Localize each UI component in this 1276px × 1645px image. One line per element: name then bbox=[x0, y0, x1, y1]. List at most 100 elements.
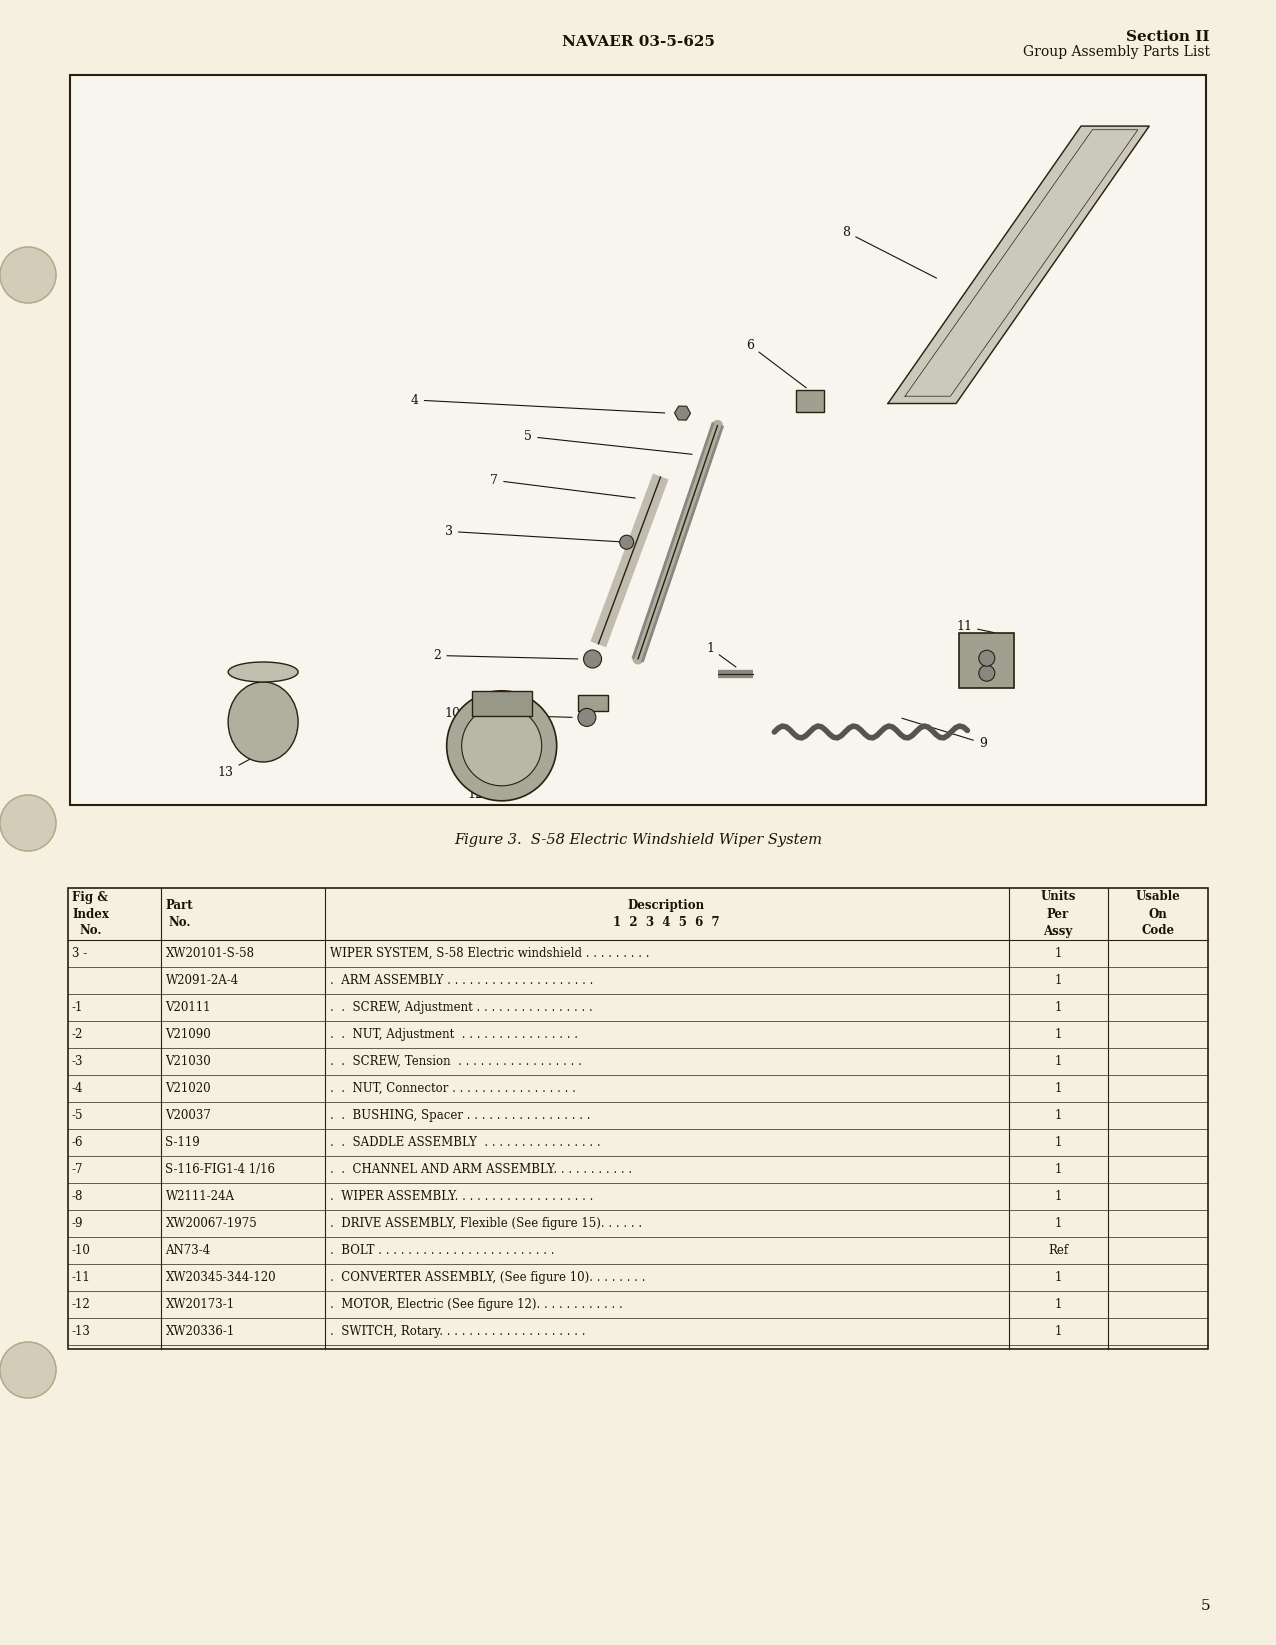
Text: XW20336-1: XW20336-1 bbox=[166, 1324, 235, 1337]
Text: 4: 4 bbox=[411, 393, 665, 413]
Polygon shape bbox=[888, 127, 1150, 403]
Text: .  MOTOR, Electric (See figure 12). . . . . . . . . . . .: . MOTOR, Electric (See figure 12). . . .… bbox=[330, 1298, 623, 1311]
Circle shape bbox=[583, 650, 601, 668]
Text: .  SWITCH, Rotary. . . . . . . . . . . . . . . . . . . .: . SWITCH, Rotary. . . . . . . . . . . . … bbox=[330, 1324, 586, 1337]
Text: 12: 12 bbox=[467, 786, 499, 801]
Text: Description
1  2  3  4  5  6  7: Description 1 2 3 4 5 6 7 bbox=[614, 900, 720, 929]
Text: 1: 1 bbox=[1054, 1324, 1062, 1337]
Text: -13: -13 bbox=[71, 1324, 91, 1337]
Text: -4: -4 bbox=[71, 1082, 83, 1096]
Text: -12: -12 bbox=[71, 1298, 91, 1311]
Bar bbox=[578, 694, 607, 711]
Bar bbox=[796, 390, 824, 411]
Text: 1: 1 bbox=[1054, 1137, 1062, 1148]
Text: 1: 1 bbox=[1054, 1163, 1062, 1176]
Text: 1: 1 bbox=[1054, 1217, 1062, 1230]
Text: 2: 2 bbox=[434, 650, 578, 661]
Text: -3: -3 bbox=[71, 1054, 83, 1068]
Text: .  DRIVE ASSEMBLY, Flexible (See figure 15). . . . . .: . DRIVE ASSEMBLY, Flexible (See figure 1… bbox=[330, 1217, 643, 1230]
Text: 13: 13 bbox=[218, 753, 260, 778]
Text: 7: 7 bbox=[490, 474, 635, 498]
Text: V20037: V20037 bbox=[166, 1109, 212, 1122]
Text: 1: 1 bbox=[1054, 1082, 1062, 1096]
Text: 1: 1 bbox=[1054, 1054, 1062, 1068]
Text: .  .  CHANNEL AND ARM ASSEMBLY. . . . . . . . . . .: . . CHANNEL AND ARM ASSEMBLY. . . . . . … bbox=[330, 1163, 633, 1176]
Circle shape bbox=[0, 247, 56, 303]
Text: Figure 3.  S-58 Electric Windshield Wiper System: Figure 3. S-58 Electric Windshield Wiper… bbox=[454, 832, 822, 847]
Circle shape bbox=[979, 650, 995, 666]
Text: -9: -9 bbox=[71, 1217, 83, 1230]
Circle shape bbox=[447, 691, 556, 801]
Text: -10: -10 bbox=[71, 1244, 91, 1257]
Text: Section II: Section II bbox=[1127, 30, 1210, 44]
Bar bbox=[472, 691, 532, 716]
Text: 1: 1 bbox=[1054, 1189, 1062, 1202]
Text: Part
No.: Part No. bbox=[166, 900, 193, 929]
Text: S-116-FIG1-4 1/16: S-116-FIG1-4 1/16 bbox=[166, 1163, 276, 1176]
Text: AN73-4: AN73-4 bbox=[166, 1244, 211, 1257]
Text: W2111-24A: W2111-24A bbox=[166, 1189, 235, 1202]
Ellipse shape bbox=[228, 683, 299, 762]
Text: 1: 1 bbox=[1054, 1272, 1062, 1285]
Text: Ref: Ref bbox=[1048, 1244, 1068, 1257]
Text: .  BOLT . . . . . . . . . . . . . . . . . . . . . . . .: . BOLT . . . . . . . . . . . . . . . . .… bbox=[330, 1244, 555, 1257]
Bar bbox=[68, 888, 1208, 1349]
Text: 1: 1 bbox=[1054, 1109, 1062, 1122]
Text: -2: -2 bbox=[71, 1028, 83, 1041]
Text: V20111: V20111 bbox=[166, 1002, 211, 1013]
Text: .  .  SCREW, Adjustment . . . . . . . . . . . . . . . .: . . SCREW, Adjustment . . . . . . . . . … bbox=[330, 1002, 593, 1013]
Text: XW20067-1975: XW20067-1975 bbox=[166, 1217, 258, 1230]
Text: 1: 1 bbox=[1054, 1298, 1062, 1311]
Circle shape bbox=[0, 795, 56, 850]
Circle shape bbox=[0, 1342, 56, 1398]
Text: .  .  NUT, Adjustment  . . . . . . . . . . . . . . . .: . . NUT, Adjustment . . . . . . . . . . … bbox=[330, 1028, 578, 1041]
Text: WIPER SYSTEM, S-58 Electric windshield . . . . . . . . .: WIPER SYSTEM, S-58 Electric windshield .… bbox=[330, 948, 649, 961]
Text: XW20173-1: XW20173-1 bbox=[166, 1298, 235, 1311]
Text: Usable
On
Code: Usable On Code bbox=[1136, 890, 1180, 938]
Text: 1: 1 bbox=[1054, 948, 1062, 961]
Text: 6: 6 bbox=[746, 339, 806, 388]
Text: .  ARM ASSEMBLY . . . . . . . . . . . . . . . . . . . .: . ARM ASSEMBLY . . . . . . . . . . . . .… bbox=[330, 974, 593, 987]
Text: S-119: S-119 bbox=[166, 1137, 200, 1148]
Text: 3: 3 bbox=[445, 525, 624, 543]
Text: 11: 11 bbox=[956, 620, 994, 633]
Text: 5: 5 bbox=[1201, 1599, 1210, 1614]
Text: V21090: V21090 bbox=[166, 1028, 212, 1041]
Text: V21020: V21020 bbox=[166, 1082, 211, 1096]
Text: -5: -5 bbox=[71, 1109, 83, 1122]
Text: .  .  NUT, Connector . . . . . . . . . . . . . . . . .: . . NUT, Connector . . . . . . . . . . .… bbox=[330, 1082, 577, 1096]
Text: -1: -1 bbox=[71, 1002, 83, 1013]
Bar bbox=[958, 633, 1014, 688]
Text: 1: 1 bbox=[706, 642, 736, 666]
Text: V21030: V21030 bbox=[166, 1054, 212, 1068]
Circle shape bbox=[462, 706, 542, 786]
Text: W2091-2A-4: W2091-2A-4 bbox=[166, 974, 239, 987]
Text: XW20345-344-120: XW20345-344-120 bbox=[166, 1272, 276, 1285]
Circle shape bbox=[578, 709, 596, 727]
Text: NAVAER 03-5-625: NAVAER 03-5-625 bbox=[561, 35, 715, 49]
Text: 1: 1 bbox=[1054, 1002, 1062, 1013]
Text: -7: -7 bbox=[71, 1163, 83, 1176]
Text: Group Assembly Parts List: Group Assembly Parts List bbox=[1023, 44, 1210, 59]
Text: -11: -11 bbox=[71, 1272, 91, 1285]
Circle shape bbox=[979, 665, 995, 681]
Text: -8: -8 bbox=[71, 1189, 83, 1202]
Text: 10: 10 bbox=[445, 707, 572, 721]
Bar bbox=[70, 76, 1206, 804]
Text: .  .  SADDLE ASSEMBLY  . . . . . . . . . . . . . . . .: . . SADDLE ASSEMBLY . . . . . . . . . . … bbox=[330, 1137, 601, 1148]
Text: 1: 1 bbox=[1054, 1028, 1062, 1041]
Text: .  .  BUSHING, Spacer . . . . . . . . . . . . . . . . .: . . BUSHING, Spacer . . . . . . . . . . … bbox=[330, 1109, 591, 1122]
Ellipse shape bbox=[228, 661, 299, 683]
Text: 1: 1 bbox=[1054, 974, 1062, 987]
Text: 3 -: 3 - bbox=[71, 948, 87, 961]
Text: .  .  SCREW, Tension  . . . . . . . . . . . . . . . . .: . . SCREW, Tension . . . . . . . . . . .… bbox=[330, 1054, 582, 1068]
Circle shape bbox=[620, 535, 634, 549]
Text: 8: 8 bbox=[842, 225, 937, 278]
Text: 5: 5 bbox=[524, 429, 692, 454]
Text: XW20101-S-58: XW20101-S-58 bbox=[166, 948, 254, 961]
Text: -6: -6 bbox=[71, 1137, 83, 1148]
Text: Fig &
Index
No.: Fig & Index No. bbox=[71, 890, 108, 938]
Text: .  CONVERTER ASSEMBLY, (See figure 10). . . . . . . .: . CONVERTER ASSEMBLY, (See figure 10). .… bbox=[330, 1272, 646, 1285]
Text: .  WIPER ASSEMBLY. . . . . . . . . . . . . . . . . . .: . WIPER ASSEMBLY. . . . . . . . . . . . … bbox=[330, 1189, 593, 1202]
Text: 9: 9 bbox=[902, 719, 986, 750]
